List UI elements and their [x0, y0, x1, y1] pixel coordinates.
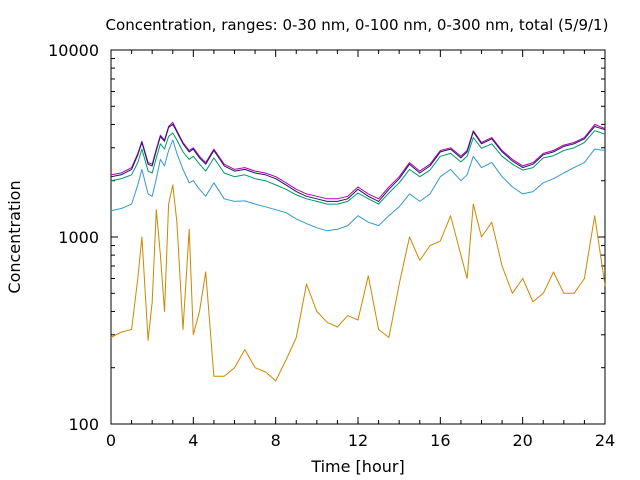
axis-ticks [110, 49, 606, 425]
y-tick-label: 1000 [58, 228, 99, 247]
y-axis-title: Concentration [5, 180, 24, 293]
x-tick-label: 24 [595, 431, 615, 450]
y-tick-label: 10000 [48, 41, 99, 60]
y-tick-labels: 100 1000 10000 [48, 41, 99, 434]
series-line-2 [110, 123, 606, 202]
chart-title: Concentration, ranges: 0-30 nm, 0-100 nm… [106, 16, 609, 34]
x-tick-label: 0 [106, 431, 116, 450]
x-tick-label: 16 [430, 431, 450, 450]
series-line-5 [110, 184, 606, 382]
x-tick-label: 4 [188, 431, 198, 450]
x-tick-labels: 0 4 8 12 16 20 24 [106, 431, 615, 450]
x-tick-label: 20 [512, 431, 532, 450]
x-tick-label: 8 [271, 431, 281, 450]
x-axis-title: Time [hour] [310, 457, 404, 476]
series-line-4 [110, 139, 606, 232]
y-tick-label: 100 [68, 415, 99, 434]
plot-frame [110, 49, 606, 425]
series-line-3 [110, 130, 606, 205]
series-group [110, 121, 606, 382]
series-line-1 [110, 121, 606, 200]
x-tick-label: 12 [348, 431, 368, 450]
